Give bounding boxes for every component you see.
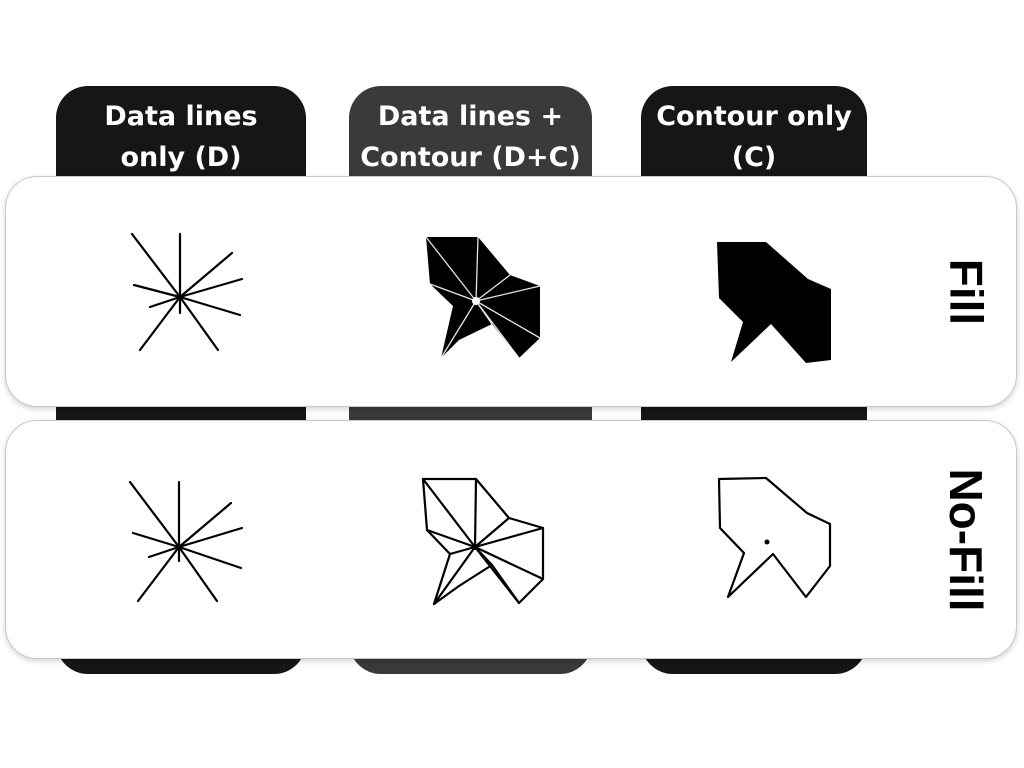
contour-glyph-fill-c (717, 242, 831, 363)
row-label-fill: Fill (940, 258, 992, 325)
star-glyph-nofill-d (128, 480, 244, 603)
row-panel-no-fill: No-Fill (5, 420, 1017, 659)
contour-glyph-nofill-c (717, 476, 832, 599)
column-label-data-lines-only: Data lines only (D) (104, 101, 258, 173)
star-glyph-fill-d (130, 232, 244, 352)
column-label-data-lines-contour: Data lines + Contour (D+C) (360, 101, 581, 173)
contour-data-glyph-fill-dc (425, 236, 541, 359)
row-label-no-fill: No-Fill (940, 467, 992, 612)
row-panel-fill: Fill (5, 176, 1017, 407)
column-label-contour-only: Contour only (C) (656, 101, 852, 173)
contour-data-glyph-nofill-dc (421, 477, 545, 606)
